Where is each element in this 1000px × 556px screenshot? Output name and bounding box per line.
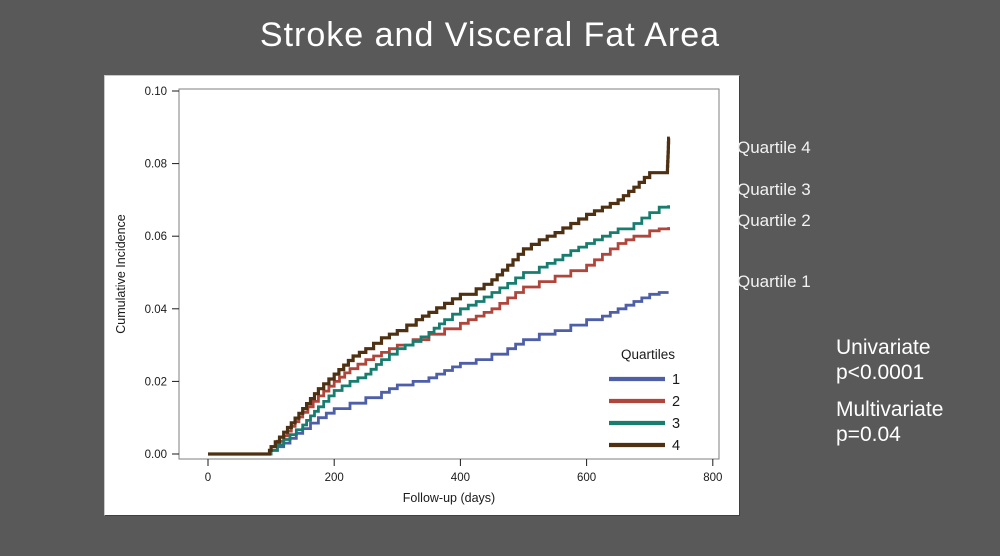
x-tick-label: 200: [325, 472, 344, 484]
y-tick-label: 0.08: [145, 159, 167, 171]
plot-box: [178, 88, 720, 460]
curve-quartile-1: [208, 291, 669, 456]
y-tick-label: 0.02: [145, 376, 167, 388]
curve-label-quartile-2: Quartile 2: [737, 211, 811, 230]
multivariate-stat: Multivariate p=0.04: [836, 398, 943, 448]
legend-label-1: 1: [672, 372, 680, 388]
x-tick-label: 400: [451, 472, 470, 484]
slide-title: Stroke and Visceral Fat Area: [259, 16, 721, 54]
x-tick-label: 0: [205, 472, 211, 484]
legend-title: Quartiles: [621, 347, 675, 362]
x-tick-label: 800: [703, 472, 722, 484]
curve-label-quartile-1: Quartile 1: [737, 272, 811, 291]
y-axis-title: Cumulative Incidence: [114, 214, 128, 334]
curve-quartile-3: [208, 205, 670, 456]
y-tick-label: 0.00: [145, 449, 167, 461]
univariate-label: Univariate: [836, 336, 931, 359]
univariate-stat: Univariate p<0.0001: [836, 336, 931, 386]
x-axis-title: Follow-up (days): [403, 491, 495, 505]
curve-quartile-4: [208, 136, 671, 456]
y-tick-label: 0.04: [145, 304, 168, 316]
curve-quartile-2: [208, 227, 670, 456]
legend-label-4: 4: [672, 438, 680, 454]
legend-label-2: 2: [672, 394, 680, 410]
y-tick-label: 0.06: [145, 231, 167, 243]
multivariate-p-value: p=0.04: [836, 422, 901, 446]
univariate-p-value: p<0.0001: [836, 360, 925, 384]
multivariate-label: Multivariate: [836, 398, 944, 421]
y-tick-label: 0.10: [145, 86, 167, 98]
chart-panel: 0.00 0.02 0.04 0.06 0.08 0.10 0 200 400 600 800 Cum…: [104, 75, 740, 516]
curve-label-quartile-4: Quartile 4: [737, 138, 811, 157]
chart-svg: 0.00 0.02 0.04 0.06 0.08 0.10 0 200 400 600 800 Cum…: [114, 86, 722, 505]
legend-label-3: 3: [672, 416, 680, 432]
curve-label-quartile-3: Quartile 3: [737, 180, 811, 199]
x-tick-label: 600: [577, 472, 596, 484]
